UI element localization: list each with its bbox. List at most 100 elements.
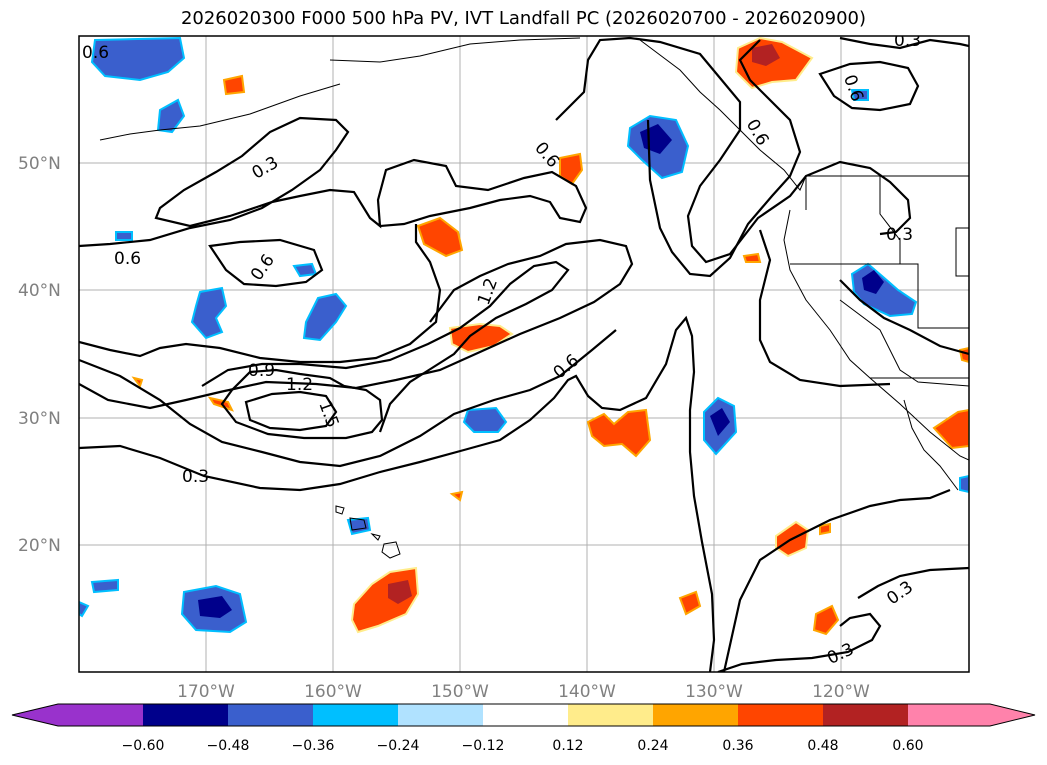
- neg-blob: [190, 286, 228, 340]
- colorbar-swatch: [738, 704, 824, 726]
- colorbar-tick-label: −0.24: [377, 738, 420, 754]
- contour-0.6-main: [79, 238, 634, 410]
- pos-blob: [416, 216, 464, 258]
- colorbar-tick-label: 0.12: [552, 738, 583, 754]
- coastline-west-us: [783, 209, 969, 461]
- lon-label-150w: 150°W: [431, 682, 489, 702]
- pos-blob: [819, 522, 831, 536]
- colorbar-swatch: [58, 704, 144, 726]
- contour-0.3-top: [839, 36, 969, 50]
- neg-core: [862, 270, 884, 294]
- neg-blob: [79, 600, 90, 618]
- positive-anomalies: [131, 36, 969, 636]
- pos-blob: [449, 490, 464, 502]
- colorbar-tick-label: −0.60: [122, 738, 165, 754]
- island-kauai: [335, 505, 345, 515]
- contour-0.3-northeast: [555, 36, 912, 264]
- colorbar-swatch: [653, 704, 739, 726]
- colorbar-tick-label: 0.24: [637, 738, 668, 754]
- longitude-labels: 170°W 160°W 150°W 140°W 130°W 120°W: [177, 682, 870, 702]
- neg-blob-nw: [90, 36, 186, 82]
- colorbar-extend-min: [12, 704, 58, 726]
- contour-0.9: [201, 260, 570, 433]
- pos-core: [752, 44, 780, 66]
- colorbar-swatch: [313, 704, 399, 726]
- contour-0.6-south: [79, 329, 617, 468]
- lon-label-170w: 170°W: [177, 682, 235, 702]
- colorbar-swatch: [143, 704, 229, 726]
- colorbar-swatch: [908, 704, 990, 726]
- state-box: [955, 227, 969, 277]
- pos-blob: [559, 152, 584, 186]
- latitude-labels: 20°N 30°N 40°N 50°N: [18, 154, 61, 556]
- coastlines: [99, 37, 969, 559]
- colorbar-tick-label: 0.60: [892, 738, 923, 754]
- chart-title: 2026020300 F000 500 hPa PV, IVT Landfall…: [180, 8, 867, 29]
- contour-0.3-se3: [722, 488, 951, 672]
- contour-0.6-east: [758, 229, 891, 388]
- contour-0.3-se: [717, 612, 882, 672]
- pos-blob: [958, 346, 969, 364]
- coastline-aleutians: [99, 83, 341, 141]
- lon-label-120w: 120°W: [812, 682, 870, 702]
- lat-label-20n: 20°N: [18, 536, 61, 556]
- pos-blob: [678, 590, 702, 616]
- colorbar-tick-label: −0.36: [292, 738, 335, 754]
- pos-core: [388, 580, 412, 604]
- island-hawaii: [381, 541, 401, 559]
- map-frame: [78, 35, 970, 673]
- contour-0.3-north: [79, 116, 588, 248]
- neg-blob: [115, 231, 133, 241]
- neg-blob: [90, 578, 119, 594]
- neg-blob: [156, 98, 186, 134]
- pos-blob: [131, 376, 144, 389]
- pos-blob-east: [932, 408, 969, 450]
- island-maui: [370, 533, 381, 541]
- contour-1.2: [220, 368, 384, 440]
- lat-label-30n: 30°N: [18, 409, 61, 429]
- pos-blob: [448, 322, 514, 354]
- colorbar-extend-max: [990, 704, 1035, 726]
- lat-label-50n: 50°N: [18, 154, 61, 174]
- contour-label: 0.3: [894, 31, 921, 51]
- contour-label: 0.3: [886, 225, 913, 245]
- pos-blob: [222, 74, 246, 96]
- contour-label: 0.9: [248, 361, 275, 381]
- neg-blob: [462, 406, 508, 433]
- pv-contours: [79, 36, 969, 672]
- neg-blob: [302, 292, 348, 342]
- contour-0.6-loop-ne: [818, 60, 920, 112]
- pos-blob-central: [586, 408, 652, 458]
- neg-core: [198, 596, 232, 618]
- colorbar-outline: [11, 703, 1036, 727]
- colorbar-swatch: [228, 704, 314, 726]
- map-area: [79, 36, 969, 672]
- contour-label: 1.2: [286, 375, 313, 395]
- coastline-baja: [903, 399, 959, 491]
- lon-label-140w: 140°W: [558, 682, 616, 702]
- colorbar-tick-label: −0.48: [207, 738, 250, 754]
- contour-label: 0.6: [82, 43, 109, 63]
- neg-blob: [850, 89, 869, 101]
- colorbar-swatch: [483, 704, 569, 726]
- neg-blob: [959, 474, 969, 494]
- lon-label-160w: 160°W: [304, 682, 362, 702]
- colorbar-tick-label: −0.12: [462, 738, 505, 754]
- state-border-ca-nv-az: [839, 299, 969, 387]
- contour-0.6-loop: [208, 238, 324, 288]
- pos-blob: [742, 252, 762, 263]
- colorbar-swatch: [568, 704, 654, 726]
- contour-0.3-se2: [857, 566, 969, 599]
- negative-anomalies: [79, 36, 969, 634]
- island-oahu: [349, 517, 367, 531]
- contour-label: 0.3: [182, 467, 209, 487]
- neg-core: [710, 408, 730, 436]
- lon-label-130w: 130°W: [685, 682, 743, 702]
- colorbar: −0.60 −0.48 −0.36 −0.24 −0.12 0.12 0.24 …: [11, 703, 1036, 754]
- lat-label-40n: 40°N: [18, 281, 61, 301]
- coastline-alaska-south: [329, 37, 581, 63]
- contour-0.6-northeast: [646, 39, 802, 278]
- contour-0.3-south: [79, 315, 716, 672]
- colorbar-tick-label: 0.48: [807, 738, 838, 754]
